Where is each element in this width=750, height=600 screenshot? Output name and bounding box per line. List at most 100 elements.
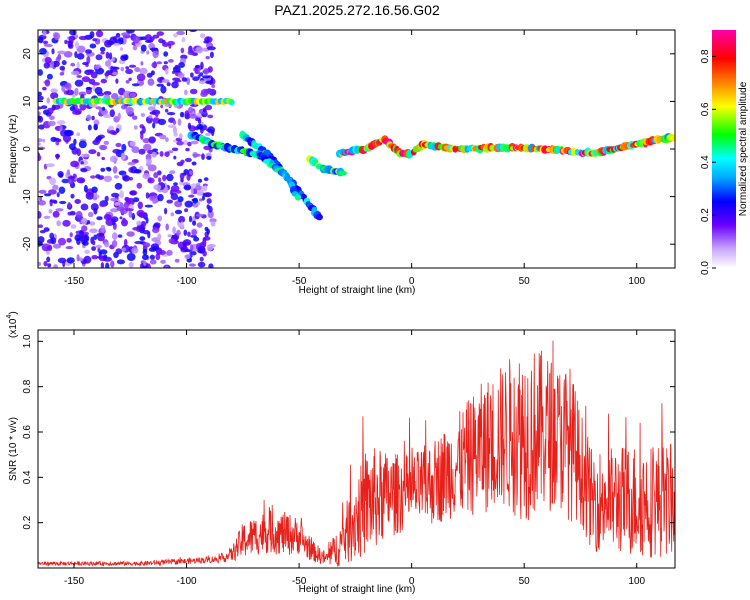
spectrogram-blob (131, 247, 139, 254)
spectrogram-blob (171, 147, 179, 152)
spectrogram-blob (206, 204, 210, 210)
spectrogram-blob (140, 132, 144, 140)
spectrogram-blob (53, 264, 59, 268)
spectrogram-blob (103, 214, 112, 221)
spectrogram-blob (50, 92, 59, 100)
spectrogram-blob (171, 81, 179, 89)
spectrogram-marks (38, 30, 675, 268)
spectrogram-blob (146, 50, 150, 55)
spectrogram-blob (104, 39, 113, 48)
spectrogram-blob (74, 199, 81, 204)
spectrogram-blob (146, 263, 151, 268)
spectrogram-blob (151, 151, 157, 158)
spectrogram-blob (140, 113, 146, 117)
snr-ylabel: SNR (10 * v/v) (8, 417, 19, 481)
spectrogram-blob (152, 34, 160, 39)
spectrogram-blob (93, 234, 98, 241)
spectrogram-blob (93, 123, 98, 131)
spectrogram-blob (78, 91, 87, 96)
spectrogram-blob (63, 51, 73, 58)
spectrogram-blob (155, 253, 161, 261)
spectrogram-blob (202, 250, 207, 257)
spectrogram-blob (181, 37, 186, 43)
spectrogram-blob (151, 62, 158, 68)
spectrogram-blob (80, 203, 89, 211)
spectrogram-blob (121, 143, 127, 152)
spectrogram-feature (255, 149, 302, 201)
spectrogram-blob (87, 211, 94, 218)
spectrogram-blob (129, 176, 133, 181)
spectrogram-blob (153, 184, 162, 191)
spectrogram-blob (80, 168, 88, 173)
spectrogram-blob (337, 170, 347, 176)
spectrogram-blob (110, 65, 114, 74)
spectrogram-feature (335, 133, 675, 159)
spectrogram-blob (133, 125, 138, 130)
spectrogram-blob (119, 47, 124, 51)
spectrogram-xlabel: Height of straight line (km) (299, 285, 416, 296)
spectrogram-blob (152, 200, 157, 204)
colorbar-tick-label: 0.0 (700, 261, 711, 275)
spectrogram-blob (57, 50, 66, 55)
spectrogram-blob (57, 257, 67, 264)
spectrogram-blob (65, 246, 74, 250)
spectrogram-blob (78, 140, 87, 149)
spectrogram-blob (179, 111, 185, 118)
spectrogram-blob (183, 229, 188, 236)
chart-title: PAZ1.2025.272.16.56.G02 (274, 2, 440, 18)
spectrogram-blob (59, 72, 65, 76)
x-tick-label: -100 (177, 276, 197, 287)
spectrogram-blob (64, 83, 70, 89)
spectrogram-blob (172, 226, 177, 234)
spectrogram-blob (103, 256, 112, 262)
spectrogram-blob (38, 211, 42, 219)
spectrogram-blob (168, 59, 174, 63)
spectrogram-blob (132, 197, 140, 203)
spectrogram-blob (187, 141, 192, 147)
snr-marks (38, 340, 675, 567)
spectrogram-blob (76, 53, 85, 60)
spectrogram-blob (178, 72, 185, 79)
spectrogram-blob (38, 189, 47, 194)
spectrogram-blob (158, 177, 162, 183)
spectrogram-blob (92, 240, 96, 246)
spectrogram-blob (147, 78, 155, 86)
spectrogram-blob (74, 234, 81, 242)
spectrogram-blob (67, 40, 73, 48)
spectrogram-blob (160, 259, 167, 264)
spectrogram-blob (184, 89, 188, 96)
spectrogram-blob (193, 236, 200, 242)
spectrogram-blob (142, 173, 151, 180)
spectrogram-blob (126, 231, 135, 237)
spectrogram-blob (96, 216, 103, 221)
spectrogram-blob (69, 143, 76, 151)
spectrogram-blob (79, 103, 84, 109)
spectrogram-blob (105, 262, 110, 268)
spectrogram-blob (174, 200, 183, 208)
spectrogram-blob (46, 107, 54, 115)
spectrogram-blob (66, 169, 71, 176)
spectrogram-blob (104, 241, 110, 248)
spectrogram-blob (38, 95, 44, 101)
y-tick-label: 0.8 (22, 379, 33, 393)
spectrogram-blob (103, 91, 112, 96)
spectrogram-blob (42, 86, 47, 91)
spectrogram-blob (125, 68, 133, 75)
spectrogram-blob (90, 203, 99, 211)
spectrogram-blob (69, 30, 77, 36)
spectrogram-blob (85, 49, 92, 54)
spectrogram-blob (81, 76, 91, 83)
spectrogram-blob (56, 138, 62, 143)
spectrogram-blob (199, 33, 206, 39)
spectrogram-blob (99, 249, 108, 255)
spectrogram-blob (149, 259, 157, 265)
spectrogram-blob (162, 174, 167, 182)
spectrogram-blob (91, 255, 98, 260)
colorbar-label: Normalized spectral amplitude (738, 81, 749, 216)
spectrogram-blob (123, 238, 128, 247)
colorbar-tick-label: 0.6 (700, 102, 711, 116)
spectrogram-blob (80, 161, 84, 165)
spectrogram-blob (140, 44, 147, 52)
spectrogram-blob (145, 217, 149, 224)
spectrogram-blob (127, 161, 136, 166)
